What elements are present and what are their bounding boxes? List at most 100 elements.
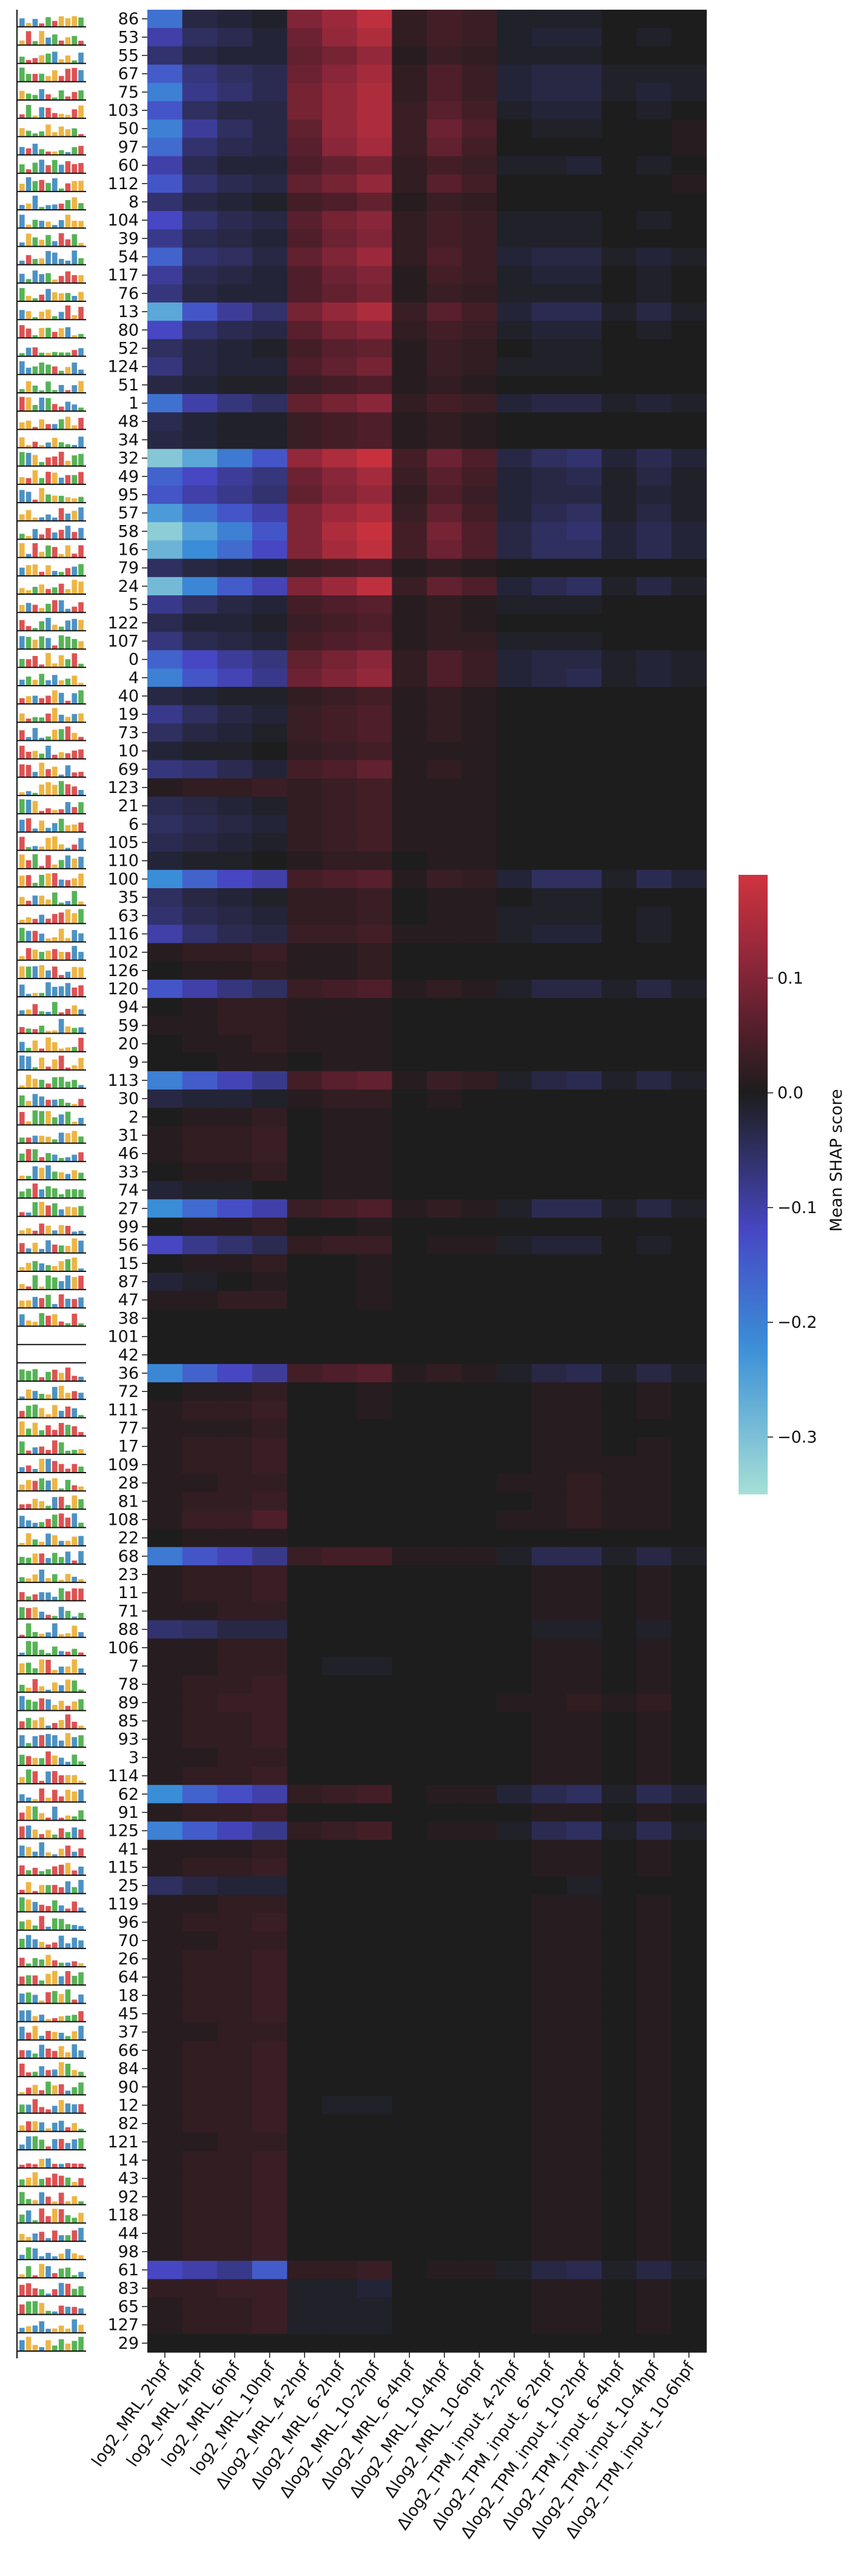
heatmap-cell [147, 174, 183, 193]
heatmap-cell [322, 1474, 358, 1493]
heatmap-cell [636, 393, 672, 413]
heatmap-cell [671, 1693, 707, 1713]
heatmap-cell [287, 1217, 323, 1237]
heatmap-cell [252, 2261, 288, 2280]
heatmap-cell [182, 998, 218, 1017]
heatmap-cell [497, 375, 532, 395]
heatmap-cell [497, 851, 532, 871]
heatmap-cell [497, 2333, 532, 2353]
heatmap-cell [461, 1236, 497, 1255]
heatmap-cell [322, 1949, 358, 1969]
heatmap-cell [287, 467, 323, 486]
heatmap-cell [566, 1144, 602, 1163]
heatmap-cell [182, 1528, 218, 1548]
heatmap-cell [252, 430, 288, 450]
heatmap-cell [252, 1931, 288, 1950]
heatmap-cell [531, 1656, 568, 1676]
heatmap-cell [287, 2206, 323, 2225]
heatmap-cell [357, 1126, 392, 1145]
heatmap-cell [322, 2004, 358, 2024]
motif-logo [17, 2081, 86, 2096]
heatmap-cell [602, 1986, 637, 2006]
heatmap-cell [392, 1528, 427, 1548]
heatmap-cell [671, 2004, 707, 2024]
heatmap-cell [671, 741, 707, 761]
heatmap-cell [182, 467, 218, 486]
heatmap-cell [287, 156, 323, 175]
heatmap-cell [636, 82, 672, 102]
heatmap-cell [636, 1272, 672, 1291]
heatmap-cell [461, 1767, 497, 1785]
heatmap-cell [287, 1711, 323, 1731]
heatmap-cell [357, 247, 392, 267]
heatmap-cell [461, 998, 497, 1017]
heatmap-cell [147, 998, 183, 1017]
heatmap-cell [217, 961, 253, 980]
heatmap-cell [566, 961, 602, 980]
heatmap-cell [252, 1656, 288, 1676]
heatmap-cell [531, 1602, 568, 1621]
heatmap-cell [392, 2279, 427, 2298]
row-tick-label: 68 [118, 1547, 139, 1566]
heatmap-cell [602, 2169, 637, 2188]
heatmap-cell [566, 595, 602, 614]
heatmap-cell [217, 1620, 253, 1639]
heatmap-cell [252, 2078, 288, 2096]
heatmap-cell [671, 1291, 707, 1310]
heatmap-cell [566, 211, 602, 230]
heatmap-cell [497, 1474, 532, 1493]
heatmap-cell [427, 1876, 463, 1895]
row-tick-label: 54 [118, 248, 139, 267]
heatmap-cell [636, 2333, 672, 2353]
heatmap-cell [217, 1949, 253, 1969]
row-tick-label: 115 [107, 1858, 139, 1877]
heatmap-cell [287, 485, 323, 504]
heatmap-cell [531, 192, 568, 212]
heatmap-cell [427, 1858, 463, 1877]
heatmap-cell [602, 1492, 637, 1511]
heatmap-cell [252, 2096, 288, 2115]
heatmap-cell [497, 943, 532, 962]
heatmap-cell [671, 247, 707, 267]
heatmap-cell [217, 1363, 253, 1383]
heatmap-cell [322, 1584, 358, 1602]
heatmap-cell [636, 705, 672, 724]
heatmap-cell [602, 632, 637, 651]
heatmap-cell [531, 998, 568, 1017]
heatmap-cell [636, 321, 672, 340]
heatmap-cell [461, 1785, 497, 1804]
heatmap-cell [602, 82, 637, 102]
heatmap-cell [636, 2169, 672, 2188]
heatmap-cell [147, 1748, 183, 1767]
heatmap-cell [252, 1986, 288, 2006]
heatmap-cell [357, 1730, 392, 1749]
heatmap-cell [636, 1236, 672, 1255]
row-tick-label: 6 [129, 815, 139, 834]
heatmap-cell [636, 46, 672, 65]
heatmap-cell [427, 888, 463, 907]
heatmap-cell [636, 723, 672, 743]
heatmap-cell [671, 540, 707, 560]
heatmap-cell [287, 1839, 323, 1859]
heatmap-cell [566, 1126, 602, 1145]
heatmap-cell [252, 1016, 288, 1035]
heatmap-cell [252, 2206, 288, 2225]
heatmap-cell [427, 1400, 463, 1420]
heatmap-cell [322, 10, 358, 28]
heatmap-cell [566, 247, 602, 267]
heatmap-cell [427, 1052, 463, 1072]
heatmap-cell [602, 705, 637, 724]
heatmap-cell [602, 1071, 637, 1090]
heatmap-cell [252, 632, 288, 651]
heatmap-cell [182, 760, 218, 779]
heatmap-cell [531, 430, 568, 450]
heatmap-cell [322, 64, 358, 84]
heatmap-cell [531, 10, 568, 28]
heatmap-cell [671, 192, 707, 212]
heatmap-cell [566, 1767, 602, 1785]
heatmap-cell [602, 28, 637, 47]
heatmap-cell [182, 1895, 218, 1914]
heatmap-cell [147, 2169, 183, 2188]
heatmap-cell [217, 10, 253, 28]
